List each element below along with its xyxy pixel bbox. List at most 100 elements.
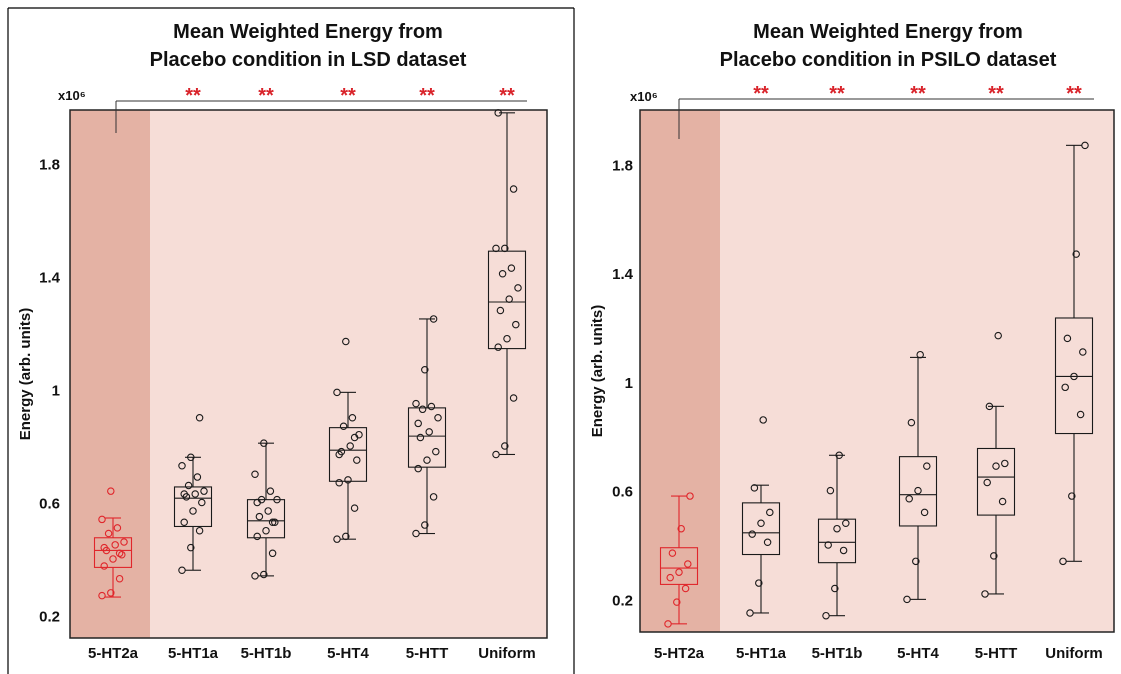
box-group-5-ht2a (659, 492, 699, 628)
data-point (189, 507, 197, 515)
data-point (501, 442, 509, 450)
data-point (180, 518, 188, 526)
box-group-5-ht1a (173, 414, 213, 574)
data-point (100, 562, 108, 570)
data-point (107, 589, 115, 597)
data-point (498, 270, 507, 278)
y-tick-label: 1.4 (39, 270, 61, 287)
data-point (1001, 459, 1009, 468)
box-iqr (741, 502, 781, 556)
data-point (187, 543, 195, 552)
data-point (335, 450, 343, 459)
data-point (998, 497, 1007, 506)
data-point (100, 543, 108, 552)
data-point (421, 366, 429, 374)
x-category-label: 5-HT4 (327, 645, 369, 662)
box-group-5-ht4 (328, 337, 368, 543)
y-tick-label: 1.8 (39, 157, 60, 174)
plot-frame (639, 109, 1115, 633)
box-iqr (328, 427, 368, 482)
data-point (514, 284, 522, 292)
data-point (271, 518, 279, 526)
y-tick-label: 0.6 (39, 495, 60, 512)
x-category-label: 5-HT2a (88, 645, 139, 662)
data-point (1059, 557, 1067, 566)
data-point (992, 462, 1000, 470)
data-point (353, 456, 361, 464)
data-point (839, 546, 848, 555)
data-point (766, 508, 774, 517)
data-point (994, 331, 1002, 340)
data-point (923, 462, 931, 470)
data-point (266, 487, 275, 495)
data-point (1079, 348, 1087, 356)
data-point (342, 532, 350, 541)
data-point (675, 568, 683, 576)
data-point (198, 498, 206, 507)
data-point (418, 405, 427, 414)
box-group-uniform (1054, 141, 1094, 566)
data-point (907, 418, 916, 427)
data-point (104, 529, 113, 538)
x-category-label: Uniform (1045, 645, 1103, 662)
significance-stars: ** (910, 83, 926, 105)
significance-stars: ** (988, 83, 1004, 105)
data-point (509, 185, 518, 193)
data-point (335, 478, 343, 487)
box-iqr (173, 486, 213, 528)
data-point (115, 549, 124, 558)
x-category-label: 5-HTT (975, 645, 1018, 662)
significance-stars: ** (499, 85, 515, 107)
data-point (826, 486, 835, 495)
y-axis-multiplier: x10⁶ (58, 88, 86, 103)
box-group-5-ht1b (246, 439, 286, 580)
y-axis-label: Energy (arb. units) (589, 305, 606, 438)
data-point (757, 519, 765, 527)
x-category-label: 5-HT4 (897, 645, 939, 662)
data-point (120, 538, 128, 546)
data-point (193, 473, 202, 481)
data-point (111, 541, 119, 549)
data-point (981, 590, 989, 598)
data-point (429, 493, 438, 501)
chart-title-line: Mean Weighted Energy from (173, 21, 443, 43)
box-iqr (246, 499, 286, 539)
box-group-5-ht2a (93, 487, 133, 600)
chart-title-line: Placebo condition in LSD dataset (150, 49, 467, 71)
data-point (344, 476, 352, 484)
y-tick-label: 0.2 (39, 608, 60, 625)
data-point (333, 535, 341, 543)
significance-stars: ** (829, 83, 845, 105)
data-point (416, 433, 425, 442)
data-point (180, 490, 188, 498)
significance-stars: ** (753, 83, 769, 105)
chart-title-line: Placebo condition in PSILO dataset (720, 49, 1057, 71)
data-point (200, 487, 208, 495)
data-point (423, 456, 431, 464)
data-point (492, 450, 500, 459)
x-category-label: 5-HT1a (168, 645, 219, 662)
data-point (983, 478, 991, 487)
data-point (763, 538, 772, 547)
x-category-label: 5-HT1b (241, 645, 292, 662)
data-point (673, 598, 681, 606)
data-point (509, 394, 518, 402)
data-point (1076, 410, 1085, 419)
data-point (427, 402, 436, 411)
data-point (512, 320, 520, 329)
data-point (755, 579, 763, 587)
data-point (912, 557, 920, 566)
x-category-label: 5-HTT (406, 645, 449, 662)
box-iqr (976, 447, 1016, 516)
data-point (1061, 383, 1069, 392)
data-point (115, 574, 124, 583)
data-point (824, 541, 832, 549)
y-axis-label: Energy (arb. units) (17, 308, 34, 441)
data-point (412, 399, 420, 408)
data-point (421, 521, 429, 529)
box-iqr (898, 456, 938, 527)
data-point (505, 295, 513, 303)
data-point (681, 584, 690, 593)
box-group-5-ht1a (741, 416, 781, 617)
